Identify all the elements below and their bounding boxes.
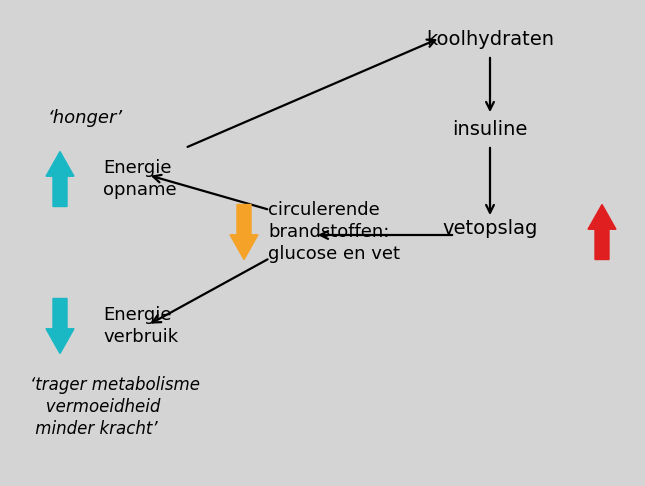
Text: insuline: insuline [452, 120, 528, 139]
Text: koolhydraten: koolhydraten [426, 30, 554, 49]
Text: vetopslag: vetopslag [442, 219, 538, 238]
Text: opname: opname [103, 181, 177, 199]
Text: verbruik: verbruik [103, 328, 178, 346]
Text: minder kracht’: minder kracht’ [30, 420, 157, 438]
FancyArrow shape [588, 205, 616, 260]
FancyArrow shape [230, 205, 258, 260]
Text: vermoeidheid: vermoeidheid [30, 398, 161, 416]
FancyArrow shape [46, 298, 74, 353]
Text: circulerende: circulerende [268, 201, 380, 219]
Text: glucose en vet: glucose en vet [268, 245, 400, 263]
Text: Energie: Energie [103, 306, 172, 324]
Text: ‘honger’: ‘honger’ [48, 109, 123, 127]
FancyArrow shape [46, 152, 74, 207]
Text: Energie: Energie [103, 159, 172, 177]
Text: brandstoffen:: brandstoffen: [268, 223, 390, 241]
Text: ‘trager metabolisme: ‘trager metabolisme [30, 376, 200, 394]
